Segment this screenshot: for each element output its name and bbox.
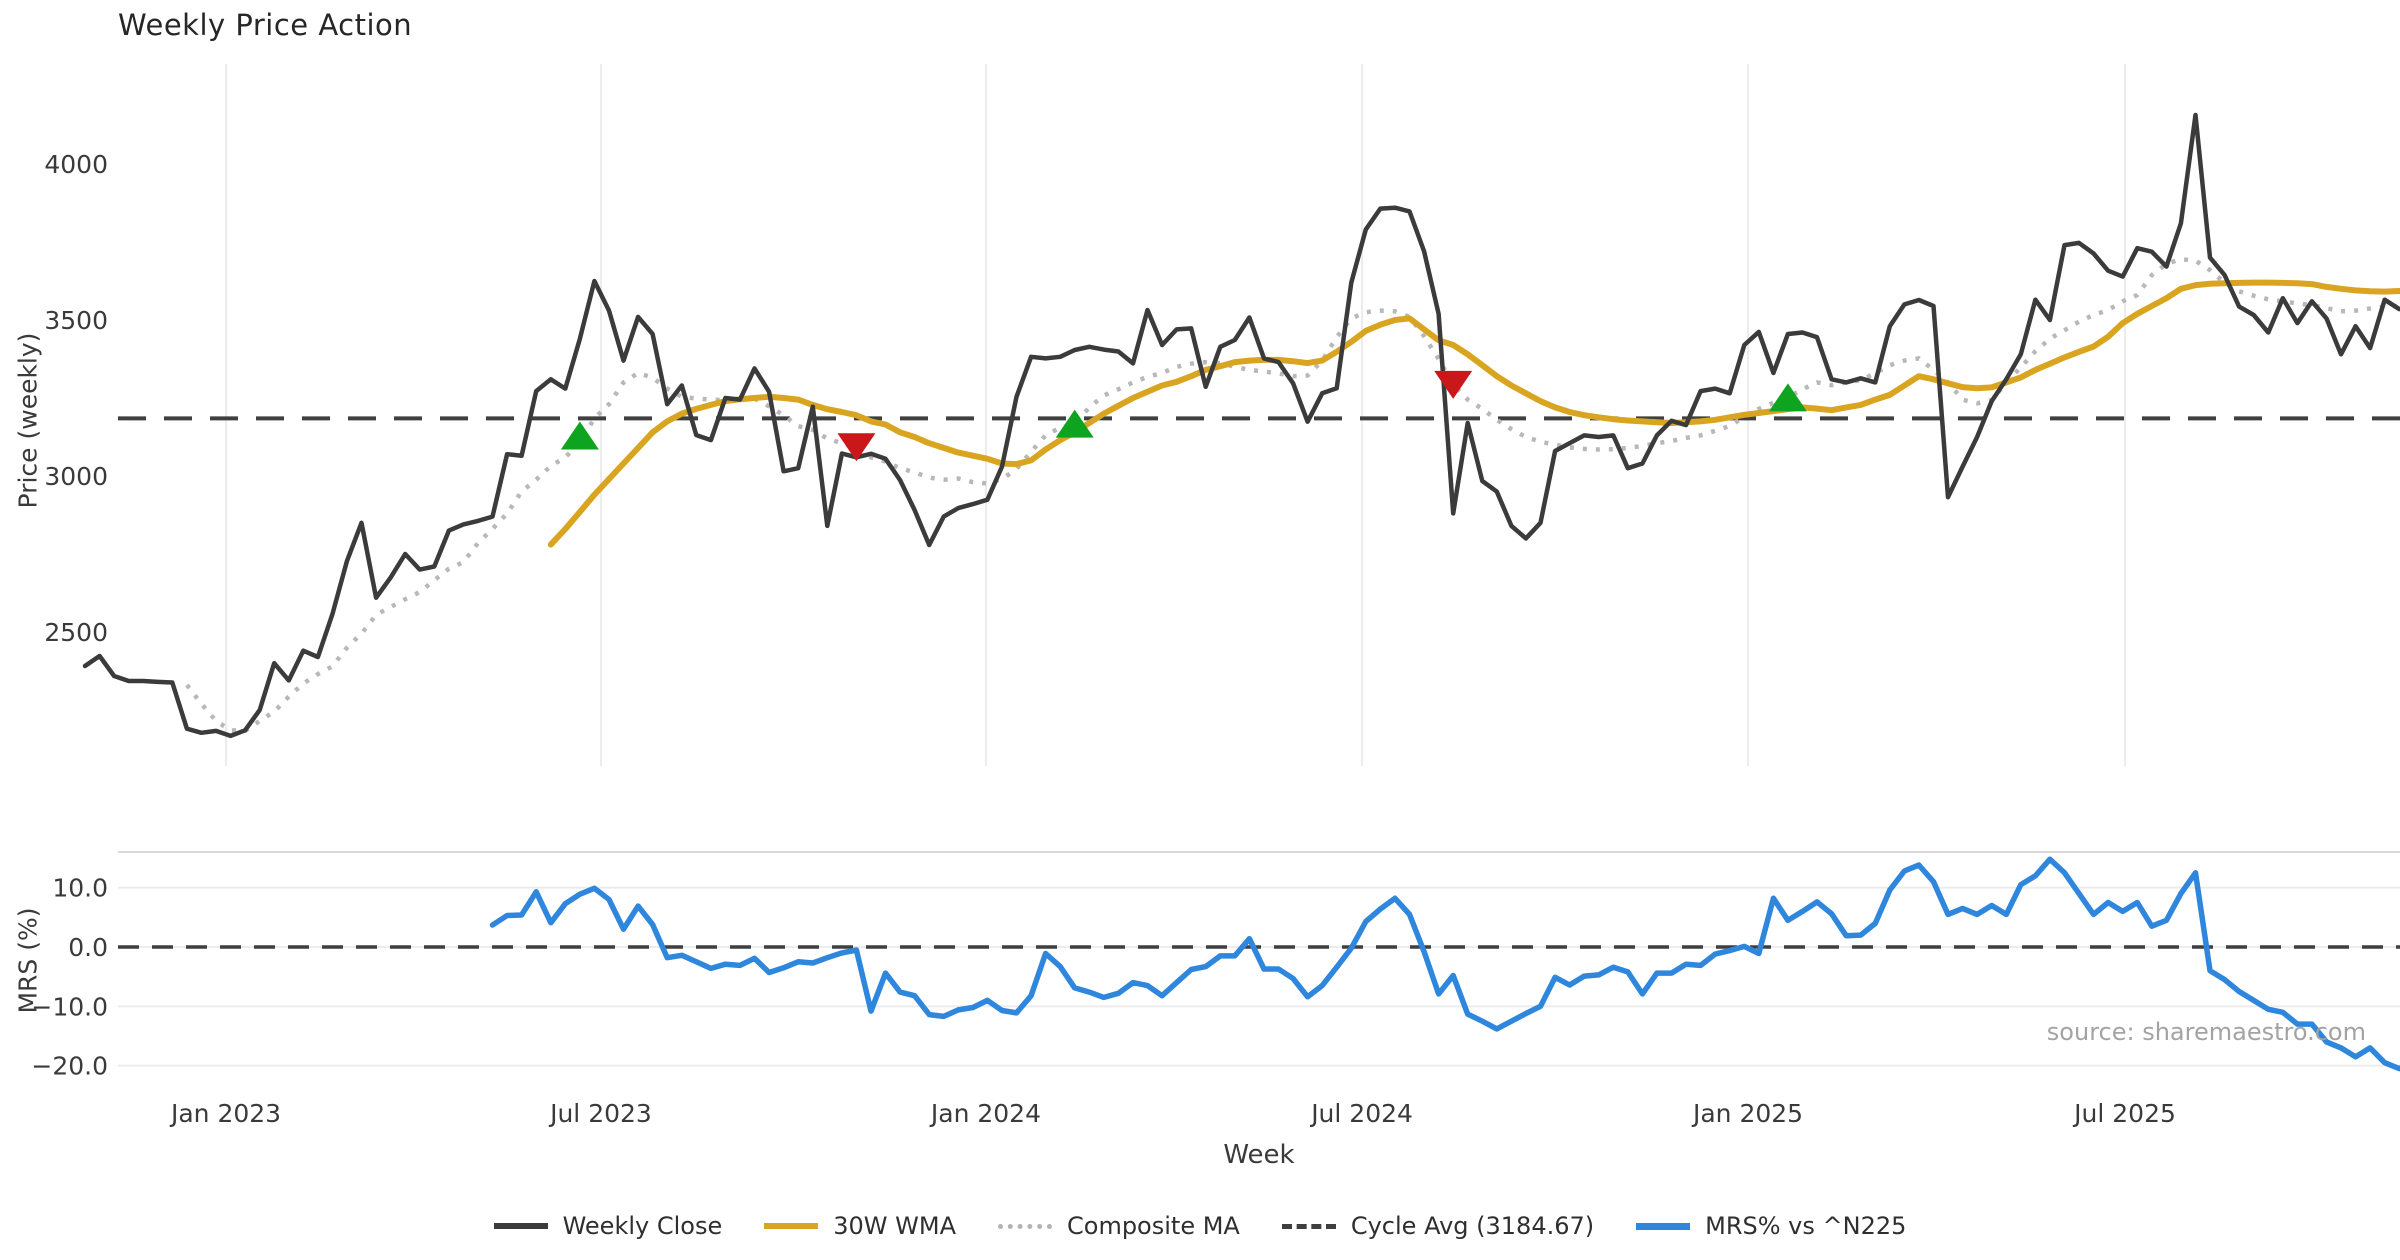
legend-label: Cycle Avg (3184.67) [1350, 1212, 1595, 1240]
y-tick-label: 2500 [44, 618, 108, 647]
legend-label: 30W WMA [833, 1212, 956, 1240]
x-tick-label: Jan 2023 [169, 1099, 281, 1128]
legend-item-wma: 30W WMA [764, 1212, 956, 1240]
legend-item-composite: Composite MA [998, 1212, 1240, 1240]
x-axis-label: Week [1223, 1140, 1295, 1170]
x-tick-label: Jan 2024 [929, 1099, 1041, 1128]
composite-ma-line [185, 256, 2400, 734]
legend-label: MRS% vs ^N225 [1705, 1212, 1907, 1240]
wma-line-icon [764, 1223, 819, 1229]
weekly-close-line-icon [493, 1223, 548, 1229]
x-tick-label: Jul 2024 [1309, 1099, 1413, 1128]
x-tick-label: Jul 2023 [548, 1099, 652, 1128]
buy-marker-icon [1768, 383, 1807, 412]
legend-label: Composite MA [1067, 1212, 1240, 1240]
mrs-line [489, 856, 2400, 1072]
page-title: Weekly Price Action [118, 8, 413, 42]
y-tick-label: −20.0 [31, 1052, 108, 1081]
sell-marker-icon [837, 433, 876, 462]
y-tick-label: 0.0 [68, 933, 108, 962]
x-tick-label: Jul 2025 [2072, 1099, 2176, 1128]
legend-label: Weekly Close [562, 1212, 723, 1240]
y-tick-label: 3000 [44, 462, 108, 491]
mrs-line-icon [1636, 1222, 1691, 1230]
source-note: source: sharemaestro.com [2046, 1018, 2366, 1046]
chart-legend: Weekly Close 30W WMA Composite MA Cycle … [0, 1212, 2400, 1240]
wma-line [547, 279, 2400, 548]
y-tick-label: 10.0 [52, 874, 108, 903]
y-tick-label: 3500 [44, 306, 108, 335]
legend-item-mrs: MRS% vs ^N225 [1636, 1212, 1906, 1240]
cycle-avg-line-icon [1281, 1223, 1336, 1229]
legend-item-weekly-close: Weekly Close [493, 1212, 723, 1240]
sell-marker-icon [1434, 370, 1473, 399]
price-axis-label: Price (weekly) [13, 332, 43, 509]
weekly-close-line [82, 112, 2400, 739]
x-tick-label: Jan 2025 [1691, 1099, 1803, 1128]
mrs-axis-label: MRS (%) [13, 907, 43, 1014]
buy-marker-icon [1055, 409, 1094, 438]
buy-marker-icon [560, 421, 599, 450]
y-tick-label: −10.0 [31, 992, 108, 1021]
legend-item-cycle-avg: Cycle Avg (3184.67) [1281, 1212, 1595, 1240]
y-tick-label: 4000 [44, 150, 108, 179]
composite-ma-line-icon [998, 1223, 1052, 1229]
